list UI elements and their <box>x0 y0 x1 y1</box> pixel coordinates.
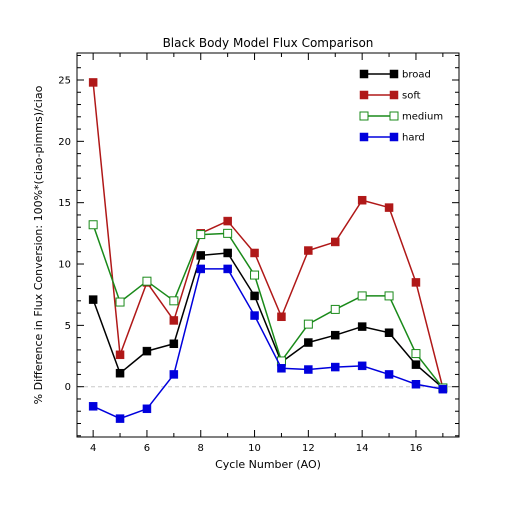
data-point-hard <box>223 264 232 274</box>
legend-label: soft <box>402 91 421 102</box>
data-point-soft <box>115 350 125 360</box>
data-point-soft <box>304 246 313 255</box>
legend-entry-broad: broad <box>359 69 431 81</box>
data-point-hard <box>88 402 98 411</box>
data-point-hard <box>304 365 313 374</box>
data-point-hard <box>142 404 152 414</box>
y-tick-label: 10 <box>58 260 71 271</box>
legend-marker <box>359 90 369 100</box>
data-point-medium <box>357 291 367 301</box>
chart-title: Black Body Model Flux Comparison <box>163 36 374 50</box>
data-point-broad <box>196 251 205 260</box>
series-layer <box>88 78 448 423</box>
legend-marker <box>389 132 399 142</box>
data-point-broad <box>169 339 179 349</box>
data-point-hard <box>438 384 448 394</box>
legend-label: hard <box>402 133 425 144</box>
legend-entry-medium: medium <box>359 111 443 123</box>
data-point-medium <box>169 296 179 306</box>
data-point-soft <box>384 203 394 212</box>
x-tick-label: 4 <box>90 443 96 454</box>
plot-frame <box>76 52 460 438</box>
data-point-hard <box>411 379 421 389</box>
x-tick-label: 10 <box>248 443 261 454</box>
data-point-broad <box>331 330 340 340</box>
data-point-hard <box>115 414 125 423</box>
axis-ticks: 4 6 8 10 12 14 16 0 5 10 15 20 25 <box>58 53 459 454</box>
data-point-broad <box>88 295 98 304</box>
legend-marker <box>389 69 399 79</box>
series-line-hard <box>92 268 443 420</box>
y-tick-label: 20 <box>58 137 71 148</box>
series-medium <box>88 220 448 393</box>
legend-entry-soft: soft <box>359 90 421 102</box>
x-tick-label: 16 <box>410 443 423 454</box>
data-point-broad <box>384 328 394 337</box>
data-point-hard <box>250 311 259 320</box>
series-line-soft <box>92 82 444 389</box>
x-tick-label: 12 <box>302 443 315 454</box>
y-tick-label: 0 <box>65 382 71 393</box>
data-point-medium <box>142 276 152 286</box>
data-point-broad <box>223 248 232 258</box>
legend-label: broad <box>402 70 431 81</box>
data-point-medium <box>303 319 313 329</box>
data-point-soft <box>357 195 367 205</box>
series-hard <box>88 264 448 423</box>
x-tick-label: 8 <box>198 443 204 454</box>
data-point-hard <box>196 264 205 274</box>
x-axis-label: Cycle Number (AO) <box>215 458 321 471</box>
data-point-soft <box>88 78 98 87</box>
legend: broad soft medium hard <box>359 69 443 144</box>
data-point-hard <box>357 361 367 371</box>
data-point-hard <box>169 370 179 379</box>
data-point-medium <box>196 230 206 240</box>
legend-marker <box>359 111 369 121</box>
legend-entry-hard: hard <box>359 132 425 144</box>
data-point-broad <box>357 322 367 331</box>
data-point-soft <box>331 237 340 247</box>
data-point-medium <box>115 297 125 307</box>
data-point-soft <box>223 216 232 226</box>
data-point-broad <box>142 346 152 356</box>
legend-marker <box>389 90 399 100</box>
legend-label: medium <box>402 112 443 123</box>
y-tick-label: 25 <box>58 75 71 86</box>
data-point-medium <box>330 304 340 314</box>
x-tick-label: 6 <box>144 443 150 454</box>
data-point-medium <box>223 228 233 238</box>
y-tick-label: 15 <box>58 198 71 209</box>
legend-marker <box>389 111 399 121</box>
series-broad <box>88 248 448 393</box>
y-tick-label: 5 <box>65 321 71 332</box>
data-point-medium <box>88 220 98 230</box>
data-point-medium <box>411 349 421 359</box>
data-point-broad <box>250 291 259 301</box>
x-tick-label: 14 <box>356 443 369 454</box>
data-point-soft <box>277 312 286 322</box>
data-point-broad <box>411 360 421 369</box>
data-point-soft <box>169 316 179 325</box>
data-point-hard <box>331 362 340 372</box>
legend-marker <box>359 132 369 142</box>
data-point-broad <box>304 338 313 347</box>
data-point-hard <box>277 364 286 373</box>
data-point-broad <box>115 368 125 378</box>
series-line-broad <box>92 252 444 389</box>
y-axis-label: % Difference in Flux Conversion: 100%*(c… <box>32 85 45 404</box>
data-point-medium <box>250 270 260 280</box>
data-point-hard <box>384 370 394 379</box>
data-point-soft <box>411 278 421 287</box>
data-point-medium <box>384 291 394 301</box>
data-point-soft <box>250 248 259 258</box>
legend-marker <box>359 69 369 79</box>
